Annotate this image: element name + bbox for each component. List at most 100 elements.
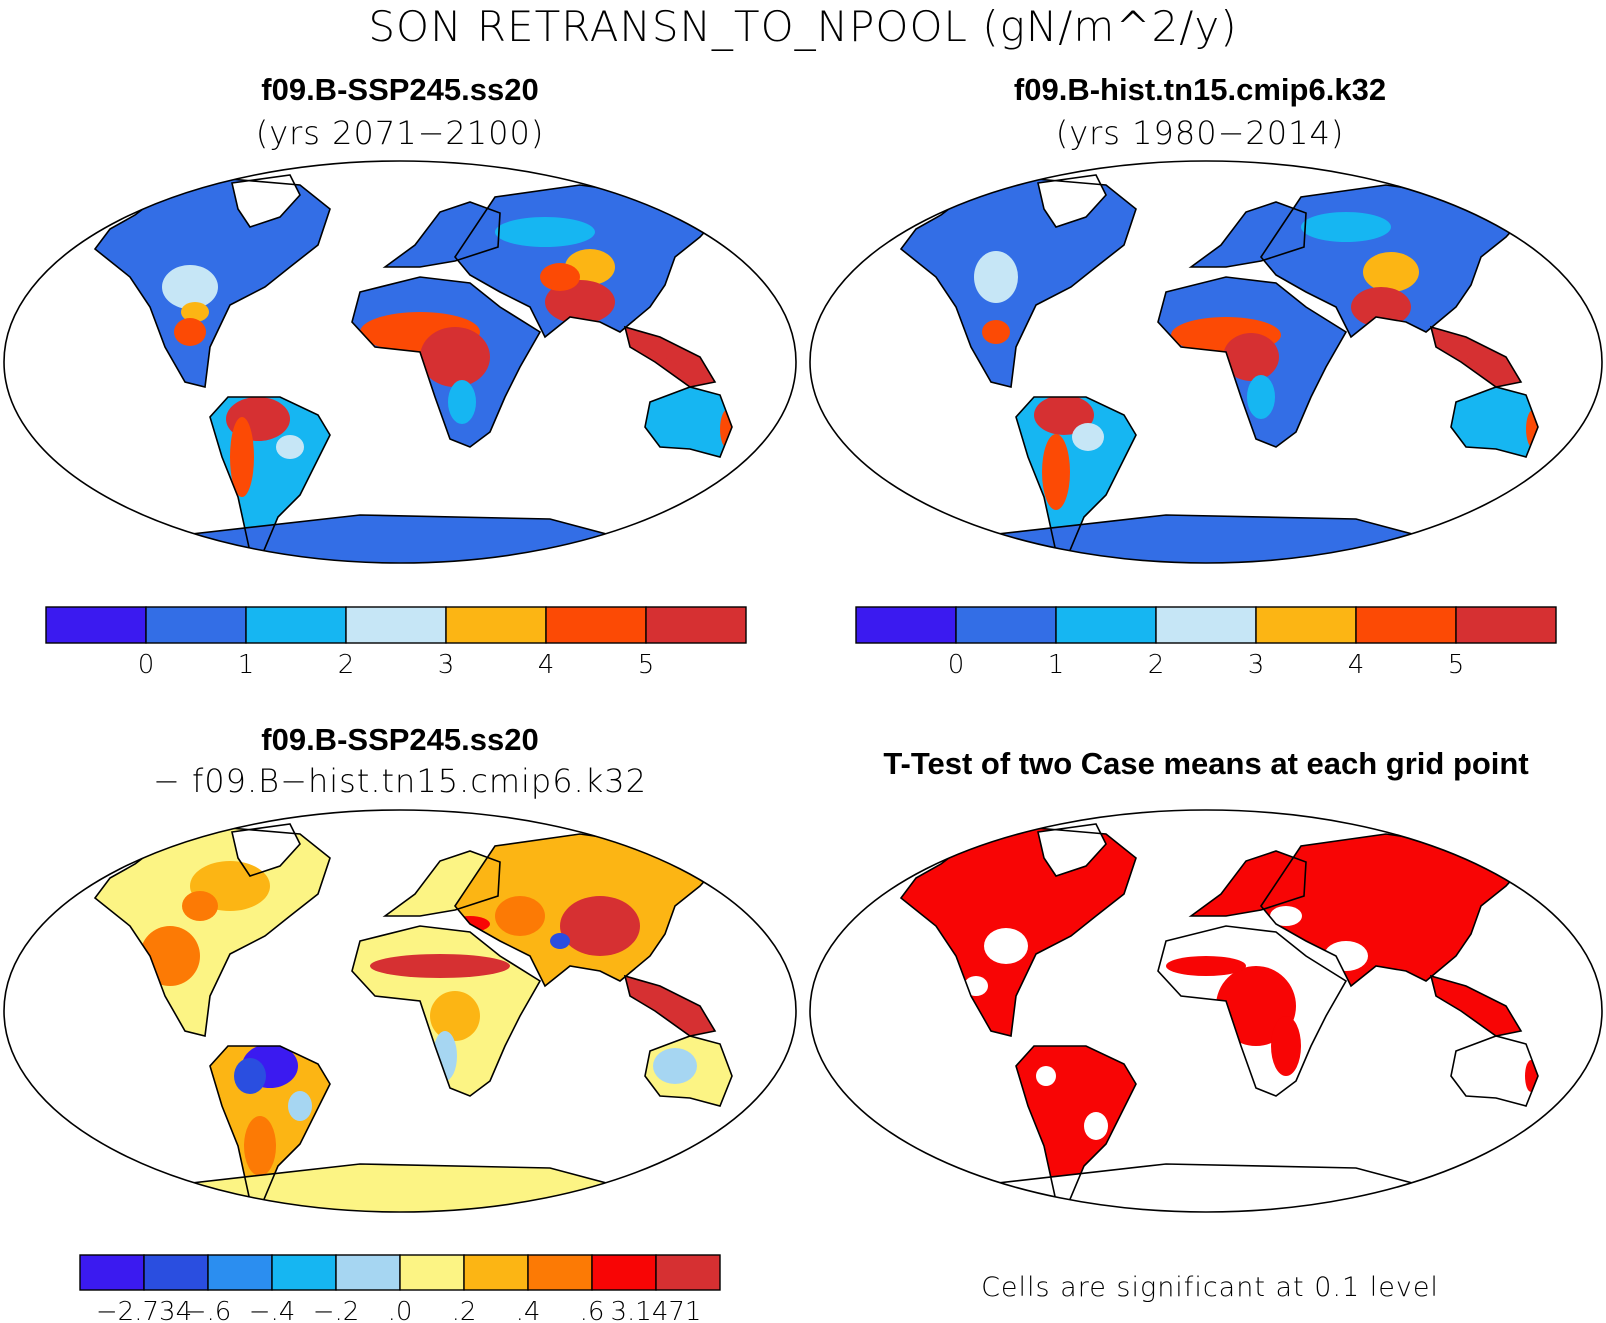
field-patch xyxy=(984,928,1028,964)
field-patch xyxy=(276,435,304,459)
colorbar-swatch xyxy=(445,606,547,644)
land-australia xyxy=(1451,1036,1538,1106)
land-namerica xyxy=(95,828,330,1036)
panel1-colorbar: 0 1 2 3 4 5 xyxy=(45,606,747,680)
land-seasia xyxy=(1431,976,1521,1036)
significance-note: Cells are significant at 0.1 level xyxy=(981,1272,1439,1303)
land-australia xyxy=(645,387,732,457)
field-patch xyxy=(1042,434,1070,510)
panel3-colorbar: −2.734−.6 −.4 −.2 .0 .2 .4 .6 3.1471 xyxy=(79,1254,721,1323)
coastline-europe xyxy=(1188,850,1307,917)
coastline-africa xyxy=(351,925,542,1097)
coastline-samerica xyxy=(1015,396,1137,556)
colorbar-label: .0 xyxy=(388,1297,413,1323)
colorbar-swatch xyxy=(1055,606,1157,644)
coastline-samerica xyxy=(209,1045,331,1205)
coastline-greenland xyxy=(1037,174,1107,228)
colorbar-swatch xyxy=(855,606,957,644)
colorbar-swatch xyxy=(591,1254,657,1291)
field-patch xyxy=(495,217,595,247)
field-patch xyxy=(1223,333,1279,381)
field-patch xyxy=(1036,1066,1056,1086)
colorbar-swatch xyxy=(1455,606,1557,644)
coastline-australia xyxy=(644,386,733,458)
colorbar-label: .2 xyxy=(452,1297,477,1323)
colorbar-swatch xyxy=(463,1254,529,1291)
field-patch xyxy=(1363,252,1419,292)
colorbar-label: 3 xyxy=(1248,650,1265,680)
land-seasia xyxy=(1431,327,1521,387)
panel4-map xyxy=(809,809,1603,1213)
field-patch xyxy=(234,1058,266,1094)
coastline-africa xyxy=(1157,276,1348,448)
map-border xyxy=(3,160,797,564)
coastline-namerica xyxy=(93,827,331,1037)
coastline-seasia xyxy=(623,325,717,388)
coastline-africa xyxy=(1157,925,1348,1097)
colorbar-swatch xyxy=(335,1254,401,1291)
colorbar-label: 5 xyxy=(638,650,655,680)
land-namerica xyxy=(901,179,1136,387)
field-patch xyxy=(244,1116,276,1176)
field-patch xyxy=(982,320,1010,344)
colorbar-label: −.4 xyxy=(249,1297,296,1323)
field-patch xyxy=(182,891,218,921)
land-greenland xyxy=(1038,175,1106,227)
field-patch xyxy=(495,896,545,936)
colorbar-label: 0 xyxy=(948,650,965,680)
field-patch xyxy=(162,265,218,309)
panel3-subtitle: − f09.B−hist.tn15.cmip6.k32 xyxy=(153,762,647,800)
coastline-samerica xyxy=(209,396,331,556)
field-patch xyxy=(720,409,732,449)
field-patch xyxy=(230,417,254,497)
colorbar-label: 1 xyxy=(1048,650,1065,680)
coastline-seasia xyxy=(1429,325,1523,388)
colorbar-label: −.2 xyxy=(313,1297,360,1323)
panel2-subtitle: (yrs 1980−2014) xyxy=(1055,114,1345,152)
field-patch xyxy=(540,263,580,291)
field-patch xyxy=(430,991,480,1041)
field-patch xyxy=(1034,395,1094,435)
colorbar-swatch xyxy=(655,1254,721,1291)
coastline-africa xyxy=(351,276,542,448)
colorbar-swatch xyxy=(245,606,347,644)
field-patch xyxy=(653,1048,697,1084)
field-patch xyxy=(1271,1016,1301,1076)
land-greenland xyxy=(1038,824,1106,876)
field-patch xyxy=(420,327,490,387)
field-patch xyxy=(545,280,615,324)
figure-title: SON RETRANSN_TO_NPOOL (gN/m^2/y) xyxy=(368,2,1238,51)
colorbar-label: 2 xyxy=(338,650,355,680)
coastline-europe xyxy=(382,201,501,268)
field-patch xyxy=(288,1091,312,1121)
field-patch xyxy=(550,933,570,949)
colorbar-swatch xyxy=(399,1254,465,1291)
panel2-colorbar: 0 1 2 3 4 5 xyxy=(855,606,1557,680)
colorbar-label: 1 xyxy=(238,650,255,680)
coastline-samerica xyxy=(1015,1045,1137,1205)
colorbar-swatch xyxy=(955,606,1057,644)
field-patch xyxy=(174,318,206,346)
panel2-map xyxy=(809,160,1603,564)
coastline-greenland xyxy=(231,174,301,228)
coastline-europe xyxy=(1188,201,1307,268)
panel3-map xyxy=(3,809,797,1213)
map-border xyxy=(3,809,797,1213)
field-patch xyxy=(448,380,476,424)
colorbar-swatch xyxy=(545,606,647,644)
coastline-europe xyxy=(382,850,501,917)
coastline-namerica xyxy=(899,178,1137,388)
panel1-title: f09.B-SSP245.ss20 xyxy=(261,72,539,107)
coastline-seasia xyxy=(1429,974,1523,1037)
field-patch xyxy=(1072,423,1104,451)
colorbar-swatch xyxy=(271,1254,337,1291)
colorbar-label: .6 xyxy=(580,1297,605,1323)
field-patch xyxy=(964,976,988,996)
panel4-title: T-Test of two Case means at each grid po… xyxy=(883,746,1529,781)
field-patch xyxy=(560,896,640,956)
coastline-greenland xyxy=(1037,823,1107,877)
colorbar-label: .4 xyxy=(516,1297,541,1323)
coastline-australia xyxy=(1450,386,1539,458)
map-border xyxy=(809,160,1603,564)
land-samerica xyxy=(1016,397,1136,555)
